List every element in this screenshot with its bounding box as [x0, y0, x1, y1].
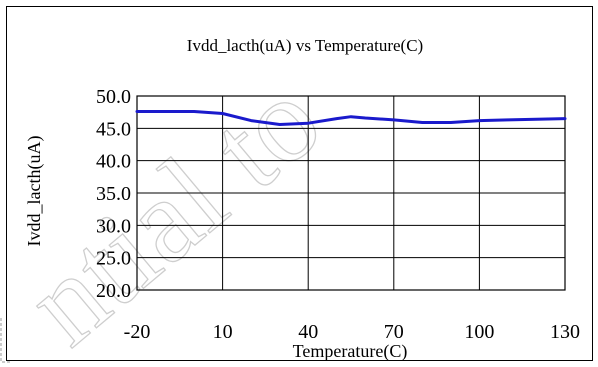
plot-area-border [136, 95, 566, 291]
x-tick-label: -20 [124, 321, 151, 343]
side-bracket [0, 318, 10, 363]
y-tick-label: 25.0 [96, 248, 131, 270]
y-tick-label: 50.0 [96, 86, 131, 108]
y-tick-label: 20.0 [96, 280, 131, 302]
y-tick-labels: 20.0 25.0 30.0 35.0 40.0 45.0 50.0 [96, 86, 131, 302]
y-gridlines [137, 127, 565, 259]
y-axis-label: Ivdd_lacth(uA) [24, 136, 45, 247]
y-tick-label: 40.0 [96, 151, 131, 173]
series-group [135, 110, 567, 126]
series-line [135, 110, 567, 126]
chart-title: Ivdd_lacth(uA) vs Temperature(C) [187, 36, 423, 55]
x-tick-label: 100 [464, 321, 494, 343]
x-tick-label: 130 [550, 321, 580, 343]
outer-frame [6, 6, 593, 361]
x-tick-label: 70 [384, 321, 404, 343]
watermark-text: ntial to [1, 52, 344, 367]
x-axis-label: Temperature(C) [293, 341, 408, 362]
y-tick-label: 45.0 [96, 118, 131, 140]
y-tick-label: 30.0 [96, 215, 131, 237]
y-tick-label: 35.0 [96, 183, 131, 205]
x-tick-label: 40 [298, 321, 318, 343]
x-tick-labels: -20 10 40 70 100 130 [124, 321, 580, 343]
x-tick-label: 10 [213, 321, 233, 343]
